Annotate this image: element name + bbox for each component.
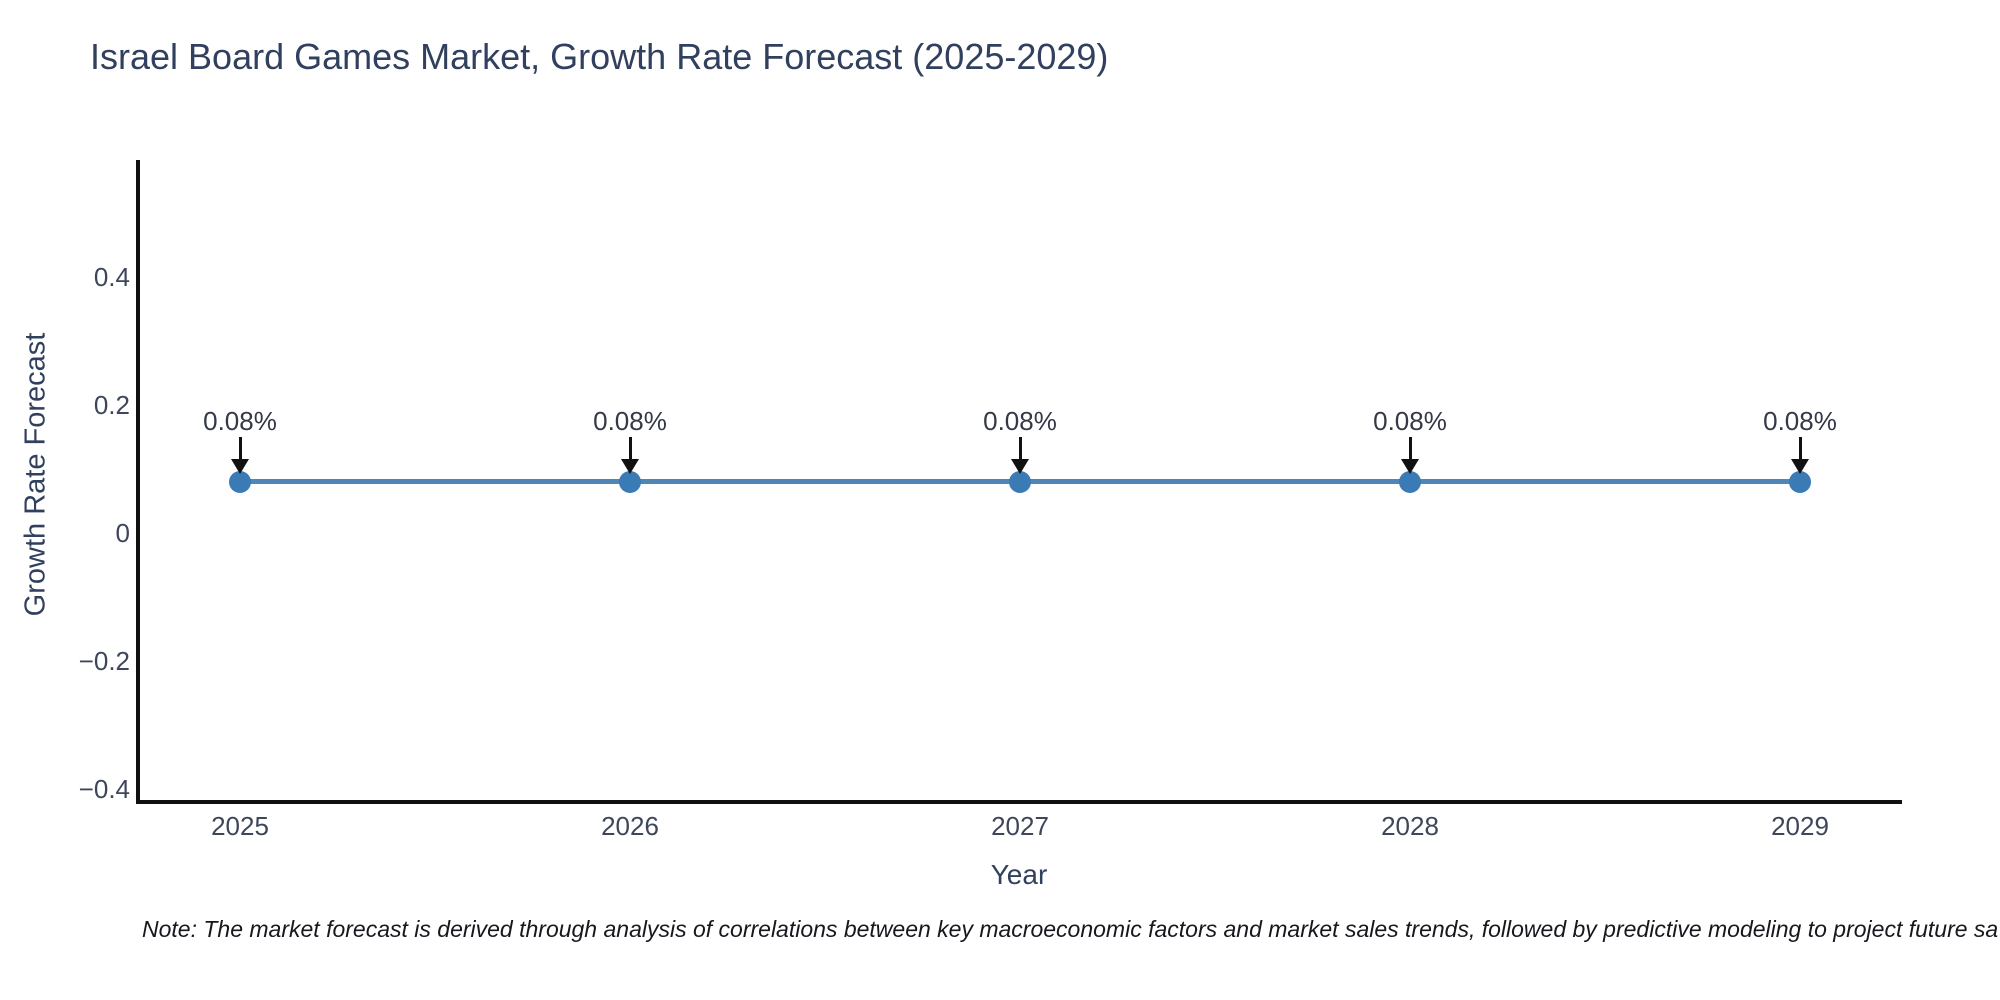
annotation-arrow-shaft (1408, 437, 1412, 461)
x-axis-title: Year (990, 859, 1048, 890)
data-point-marker (1399, 470, 1421, 493)
annotation-arrow-shaft (1798, 437, 1802, 461)
annotation-arrow-head-icon (231, 459, 249, 474)
annotation-arrow-shaft (628, 437, 632, 461)
annotation-arrow-head-icon (1791, 459, 1809, 474)
annotation-arrow-head-icon (1401, 459, 1419, 474)
data-point-marker (229, 470, 251, 493)
point-annotation-label: 0.08% (593, 406, 667, 436)
x-tick-label: 2026 (601, 811, 659, 841)
y-tick-label: 0.4 (93, 262, 130, 292)
x-tick-label: 2025 (211, 811, 269, 841)
x-tick-label: 2028 (1381, 811, 1439, 841)
x-tick-label: 2029 (1771, 811, 1829, 841)
annotation-arrow-head-icon (621, 459, 639, 474)
data-point-marker (1009, 470, 1031, 493)
point-annotation-label: 0.08% (1373, 406, 1447, 436)
x-tick-label: 2027 (991, 811, 1049, 841)
y-axis-title: Growth Rate Forecast (19, 332, 52, 617)
x-axis-line (136, 800, 1902, 804)
point-annotation-label: 0.08% (1763, 406, 1837, 436)
y-tick-label: 0.2 (93, 390, 130, 420)
annotation-arrow-head-icon (1011, 459, 1029, 474)
point-annotation-label: 0.08% (203, 406, 277, 436)
y-tick-label: −0.2 (78, 646, 130, 676)
point-annotation-label: 0.08% (983, 406, 1057, 436)
y-tick-label: −0.4 (78, 774, 130, 804)
footnote-text: Note: The market forecast is derived thr… (142, 916, 1999, 942)
y-tick-label: 0 (115, 518, 130, 548)
annotation-arrow-shaft (1018, 437, 1022, 461)
data-point-marker (619, 470, 641, 493)
chart-title: Israel Board Games Market, Growth Rate F… (90, 36, 1109, 77)
data-point-marker (1789, 470, 1811, 493)
y-axis-line (136, 160, 140, 804)
annotation-arrow-shaft (238, 437, 242, 461)
